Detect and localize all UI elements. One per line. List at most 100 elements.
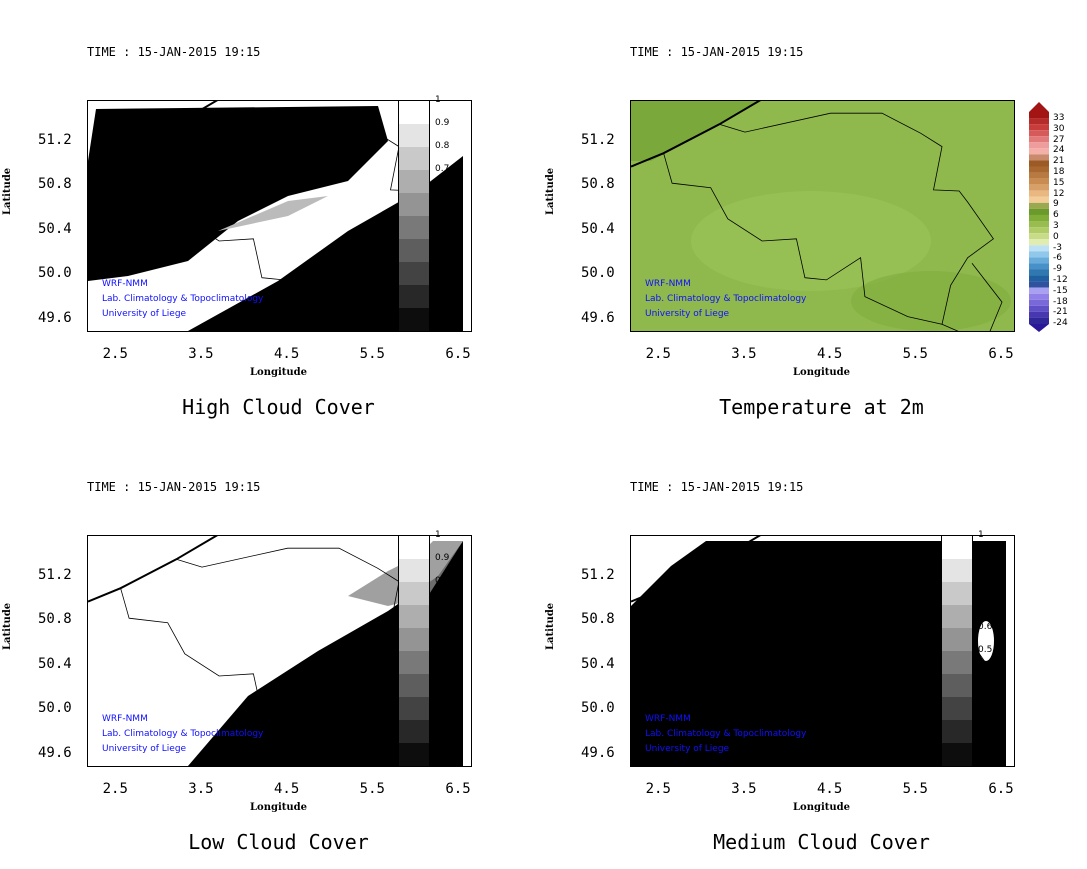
y-tick-label: 50.4	[581, 220, 615, 237]
colorbar-label: 1	[435, 95, 441, 105]
y-tick-label: 49.6	[581, 309, 615, 326]
x-tick-label: 3.5	[188, 346, 214, 362]
colorbar-label: 9	[1053, 199, 1059, 210]
y-tick-label: 49.6	[581, 744, 615, 761]
panel-high: TIME : 15-JAN-2015 19:15 WRF-NMM Lab. Cli…	[0, 0, 543, 434]
coastline	[631, 536, 761, 603]
panel-title: Medium Cloud Cover	[713, 830, 930, 854]
colorbar-swatch	[942, 559, 972, 582]
x-tick-label: 2.5	[645, 346, 671, 362]
y-axis-label: Latitude	[545, 167, 556, 215]
colorbar-swatch	[942, 536, 972, 559]
cloud-region	[188, 541, 463, 766]
colorbar-swatch	[1029, 154, 1049, 161]
colorbar-label: 0.1	[435, 302, 450, 312]
x-tick-label: 4.5	[816, 781, 843, 797]
y-axis-label: Latitude	[2, 602, 13, 650]
y-tick-label: 50.0	[581, 265, 615, 282]
x-tick-label: 4.5	[273, 346, 300, 362]
colorbar-label: 0.9	[435, 553, 450, 563]
colorbar-swatch	[1029, 196, 1049, 203]
colorbar-swatch	[1029, 263, 1049, 270]
y-tick-label: 51.2	[38, 132, 72, 148]
y-axis-label: Latitude	[545, 602, 556, 650]
colorbar-swatch	[1029, 269, 1049, 276]
colorbar-swatch	[399, 147, 429, 170]
colorbar-label: 0	[1053, 231, 1059, 242]
colorbar-swatch	[399, 720, 429, 743]
colorbar-swatch	[1029, 214, 1049, 222]
credit-text: University of Liege	[102, 309, 187, 319]
colorbar-swatch	[399, 651, 429, 674]
credit-text: Lab. Climatology & Topoclimatology	[645, 729, 807, 739]
x-tick-label: 6.5	[445, 781, 471, 797]
panel-low: TIME : 15-JAN-2015 19:15 WRF-NMM Lab. Cli…	[0, 435, 543, 869]
colorbar-swatch	[1029, 142, 1049, 149]
colorbar-swatch	[1029, 275, 1049, 282]
x-tick-label: 5.5	[359, 781, 385, 797]
colorbar-label: 0.2	[978, 714, 993, 724]
colorbar-swatch	[399, 101, 429, 124]
colorbar-swatch	[1029, 118, 1049, 125]
colorbar-label: 0	[978, 760, 984, 770]
y-tick-label: 51.2	[581, 567, 615, 583]
y-tick-label: 50.8	[38, 176, 72, 193]
colorbar-label: 0.9	[435, 118, 450, 128]
y-tick-label: 50.4	[581, 655, 615, 672]
colorbar-swatch	[942, 743, 972, 766]
panel-temp: TIME : 15-JAN-2015 19:15 WRF-NMM Lab. Cli…	[543, 0, 1086, 434]
y-tick-label: 49.6	[38, 309, 72, 326]
colorbar-swatch	[1029, 227, 1049, 234]
y-tick-label: 50.0	[38, 700, 72, 717]
colorbar-swatch	[399, 605, 429, 628]
country-border	[398, 697, 460, 766]
panel-medium: TIME : 15-JAN-2015 19:15 WRF-NMM Lab. Cli…	[543, 435, 1086, 869]
colorbar-label: 0.6	[978, 622, 993, 632]
colorbar-swatch	[399, 743, 429, 766]
colorbar-label: 0.5	[978, 645, 993, 655]
colorbar-label: 0.8	[978, 576, 993, 586]
y-tick-label: 50.8	[581, 176, 615, 193]
colorbar-swatch	[1029, 257, 1049, 264]
y-tick-label: 50.0	[38, 265, 72, 282]
x-tick-label: 5.5	[902, 346, 928, 362]
colorbar	[398, 535, 430, 767]
colorbar-swatch	[399, 124, 429, 147]
x-axis-label: Longitude	[250, 367, 308, 378]
colorbar	[1029, 102, 1049, 332]
colorbar-swatch	[399, 170, 429, 193]
colorbar-swatch	[1029, 221, 1049, 228]
x-axis-label: Longitude	[793, 367, 851, 378]
colorbar-label: -18	[1053, 296, 1068, 307]
colorbar-swatch	[1029, 245, 1049, 252]
y-tick-label: 50.4	[38, 220, 72, 237]
country-border	[941, 262, 1003, 331]
colorbar-swatch	[1029, 160, 1049, 167]
colorbar-label: -15	[1053, 285, 1068, 296]
colorbar-label: 0.9	[978, 553, 993, 563]
x-tick-label: 6.5	[988, 346, 1014, 362]
colorbar-swatch	[1029, 112, 1049, 119]
colorbar-swatch	[1029, 202, 1049, 209]
colorbar-swatch	[1029, 172, 1049, 179]
colorbar-label: 1	[435, 530, 441, 540]
coastline	[88, 536, 218, 603]
x-tick-label: 4.5	[273, 781, 300, 797]
colorbar-swatch	[399, 582, 429, 605]
colorbar-label: 0.2	[435, 714, 450, 724]
x-axis-label: Longitude	[793, 802, 851, 813]
colorbar-swatch	[1029, 305, 1049, 312]
x-tick-label: 6.5	[988, 781, 1014, 797]
colorbar-label: 0	[435, 325, 441, 335]
colorbar-label: 30	[1053, 123, 1065, 134]
colorbar-swatch	[1029, 148, 1049, 155]
colorbar-label: 1	[978, 530, 984, 540]
colorbar-label: 21	[1053, 156, 1065, 167]
colorbar-label: -6	[1053, 253, 1062, 264]
x-tick-label: 6.5	[445, 346, 471, 362]
coastline	[88, 101, 218, 168]
colorbar-swatch	[399, 536, 429, 559]
x-tick-label: 5.5	[902, 781, 928, 797]
colorbar-swatch	[942, 720, 972, 743]
colorbar-label: 24	[1053, 145, 1065, 156]
